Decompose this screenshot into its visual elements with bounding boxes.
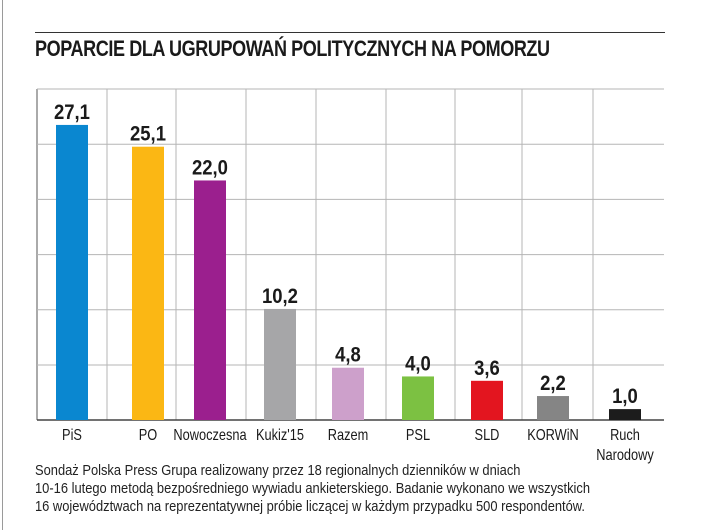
bar-korwin <box>537 396 569 420</box>
footnote-line: 16 województwach na reprezentatywnej pró… <box>35 498 585 515</box>
bar-kukiz-15 <box>264 308 296 420</box>
bar-razem <box>332 367 364 420</box>
value-label: 27,1 <box>54 101 90 124</box>
category-label: Razem <box>328 427 369 445</box>
category-label: SLD <box>475 427 500 445</box>
value-label: 10,2 <box>262 285 298 308</box>
bar-nowoczesna <box>194 180 226 420</box>
value-label: 4,8 <box>335 344 361 367</box>
category-label: PSL <box>406 427 430 445</box>
bar-chart: 27,1 PiS 25,1 PO 22,0 Nowoczesna 10,2 Kukiz'15 4… <box>36 88 664 465</box>
value-label: 3,6 <box>474 357 500 380</box>
value-label: 4,0 <box>405 352 431 375</box>
footnote-line: Sondaż Polska Press Grupa realizowany pr… <box>35 462 521 479</box>
bar-pis <box>56 124 88 421</box>
value-label: 1,0 <box>612 385 638 408</box>
category-label: KORWiN <box>527 427 579 445</box>
bar-sld <box>471 380 503 420</box>
value-label: 25,1 <box>130 123 166 146</box>
chart-title: POPARCIE DLA UGRUPOWAŃ POLITYCZNYCH NA P… <box>35 36 550 61</box>
category-label: Nowoczesna <box>173 427 247 445</box>
bar-po <box>132 146 164 421</box>
category-label: Ruch <box>610 427 640 445</box>
category-label: Narodowy <box>596 447 654 465</box>
frame-border <box>2 0 3 530</box>
value-label: 2,2 <box>540 372 566 395</box>
bar-psl <box>402 376 434 420</box>
bar-ruch-narodowy <box>609 409 641 420</box>
category-label: PO <box>139 427 157 445</box>
category-label: PiS <box>62 427 82 445</box>
value-label: 22,0 <box>192 156 228 179</box>
footnote-line: 10-16 lutego metodą bezpośredniego wywia… <box>35 480 591 497</box>
footnote: Sondaż Polska Press Grupa realizowany pr… <box>35 462 590 516</box>
title-rule <box>35 32 665 33</box>
category-label: Kukiz'15 <box>256 427 304 445</box>
